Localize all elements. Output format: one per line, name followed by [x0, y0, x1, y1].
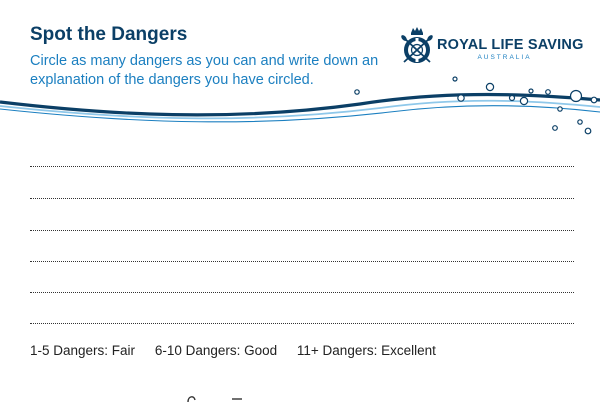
page-title: Spot the Dangers: [30, 24, 188, 45]
royal-life-saving-crest-icon: [401, 27, 433, 63]
bubble: [452, 76, 458, 82]
bubble: [577, 119, 583, 125]
royal-life-saving-logo: ROYAL LIFE SAVING AUSTRALIA: [400, 26, 583, 66]
bubble: [519, 96, 529, 106]
bubble: [485, 82, 495, 92]
wave-decoration: [0, 76, 600, 135]
bubble: [590, 96, 598, 104]
bubble: [528, 88, 534, 94]
bubbles: [354, 76, 598, 135]
cropped-illustration-edge: [187, 396, 242, 402]
rating-scale: 1-5 Dangers: Fair 6-10 Dangers: Good 11+…: [30, 343, 452, 358]
bubble: [545, 89, 551, 95]
answer-line[interactable]: [30, 230, 574, 231]
rating-fair: 1-5 Dangers: Fair: [30, 343, 136, 358]
bubble: [457, 94, 465, 102]
answer-line[interactable]: [30, 198, 574, 199]
rating-good: 6-10 Dangers: Good: [154, 343, 278, 358]
wave-stroke-main: [0, 92, 600, 117]
answer-line[interactable]: [30, 323, 574, 324]
bubble: [569, 89, 583, 103]
wave-stroke-lower: [0, 105, 600, 123]
instructions-text: Circle as many dangers as you can and wr…: [30, 53, 379, 88]
bubble: [557, 106, 563, 112]
logo-subtitle: AUSTRALIA: [477, 54, 532, 61]
rating-excellent: 11+ Dangers: Excellent: [296, 343, 436, 358]
answer-line[interactable]: [30, 166, 574, 167]
bubble: [508, 94, 516, 102]
bubble: [584, 127, 592, 135]
logo-wordmark: ROYAL LIFE SAVING: [437, 37, 584, 53]
answer-line[interactable]: [30, 261, 574, 262]
bubble: [552, 125, 558, 131]
bubble: [354, 89, 360, 95]
answer-line[interactable]: [30, 292, 574, 293]
